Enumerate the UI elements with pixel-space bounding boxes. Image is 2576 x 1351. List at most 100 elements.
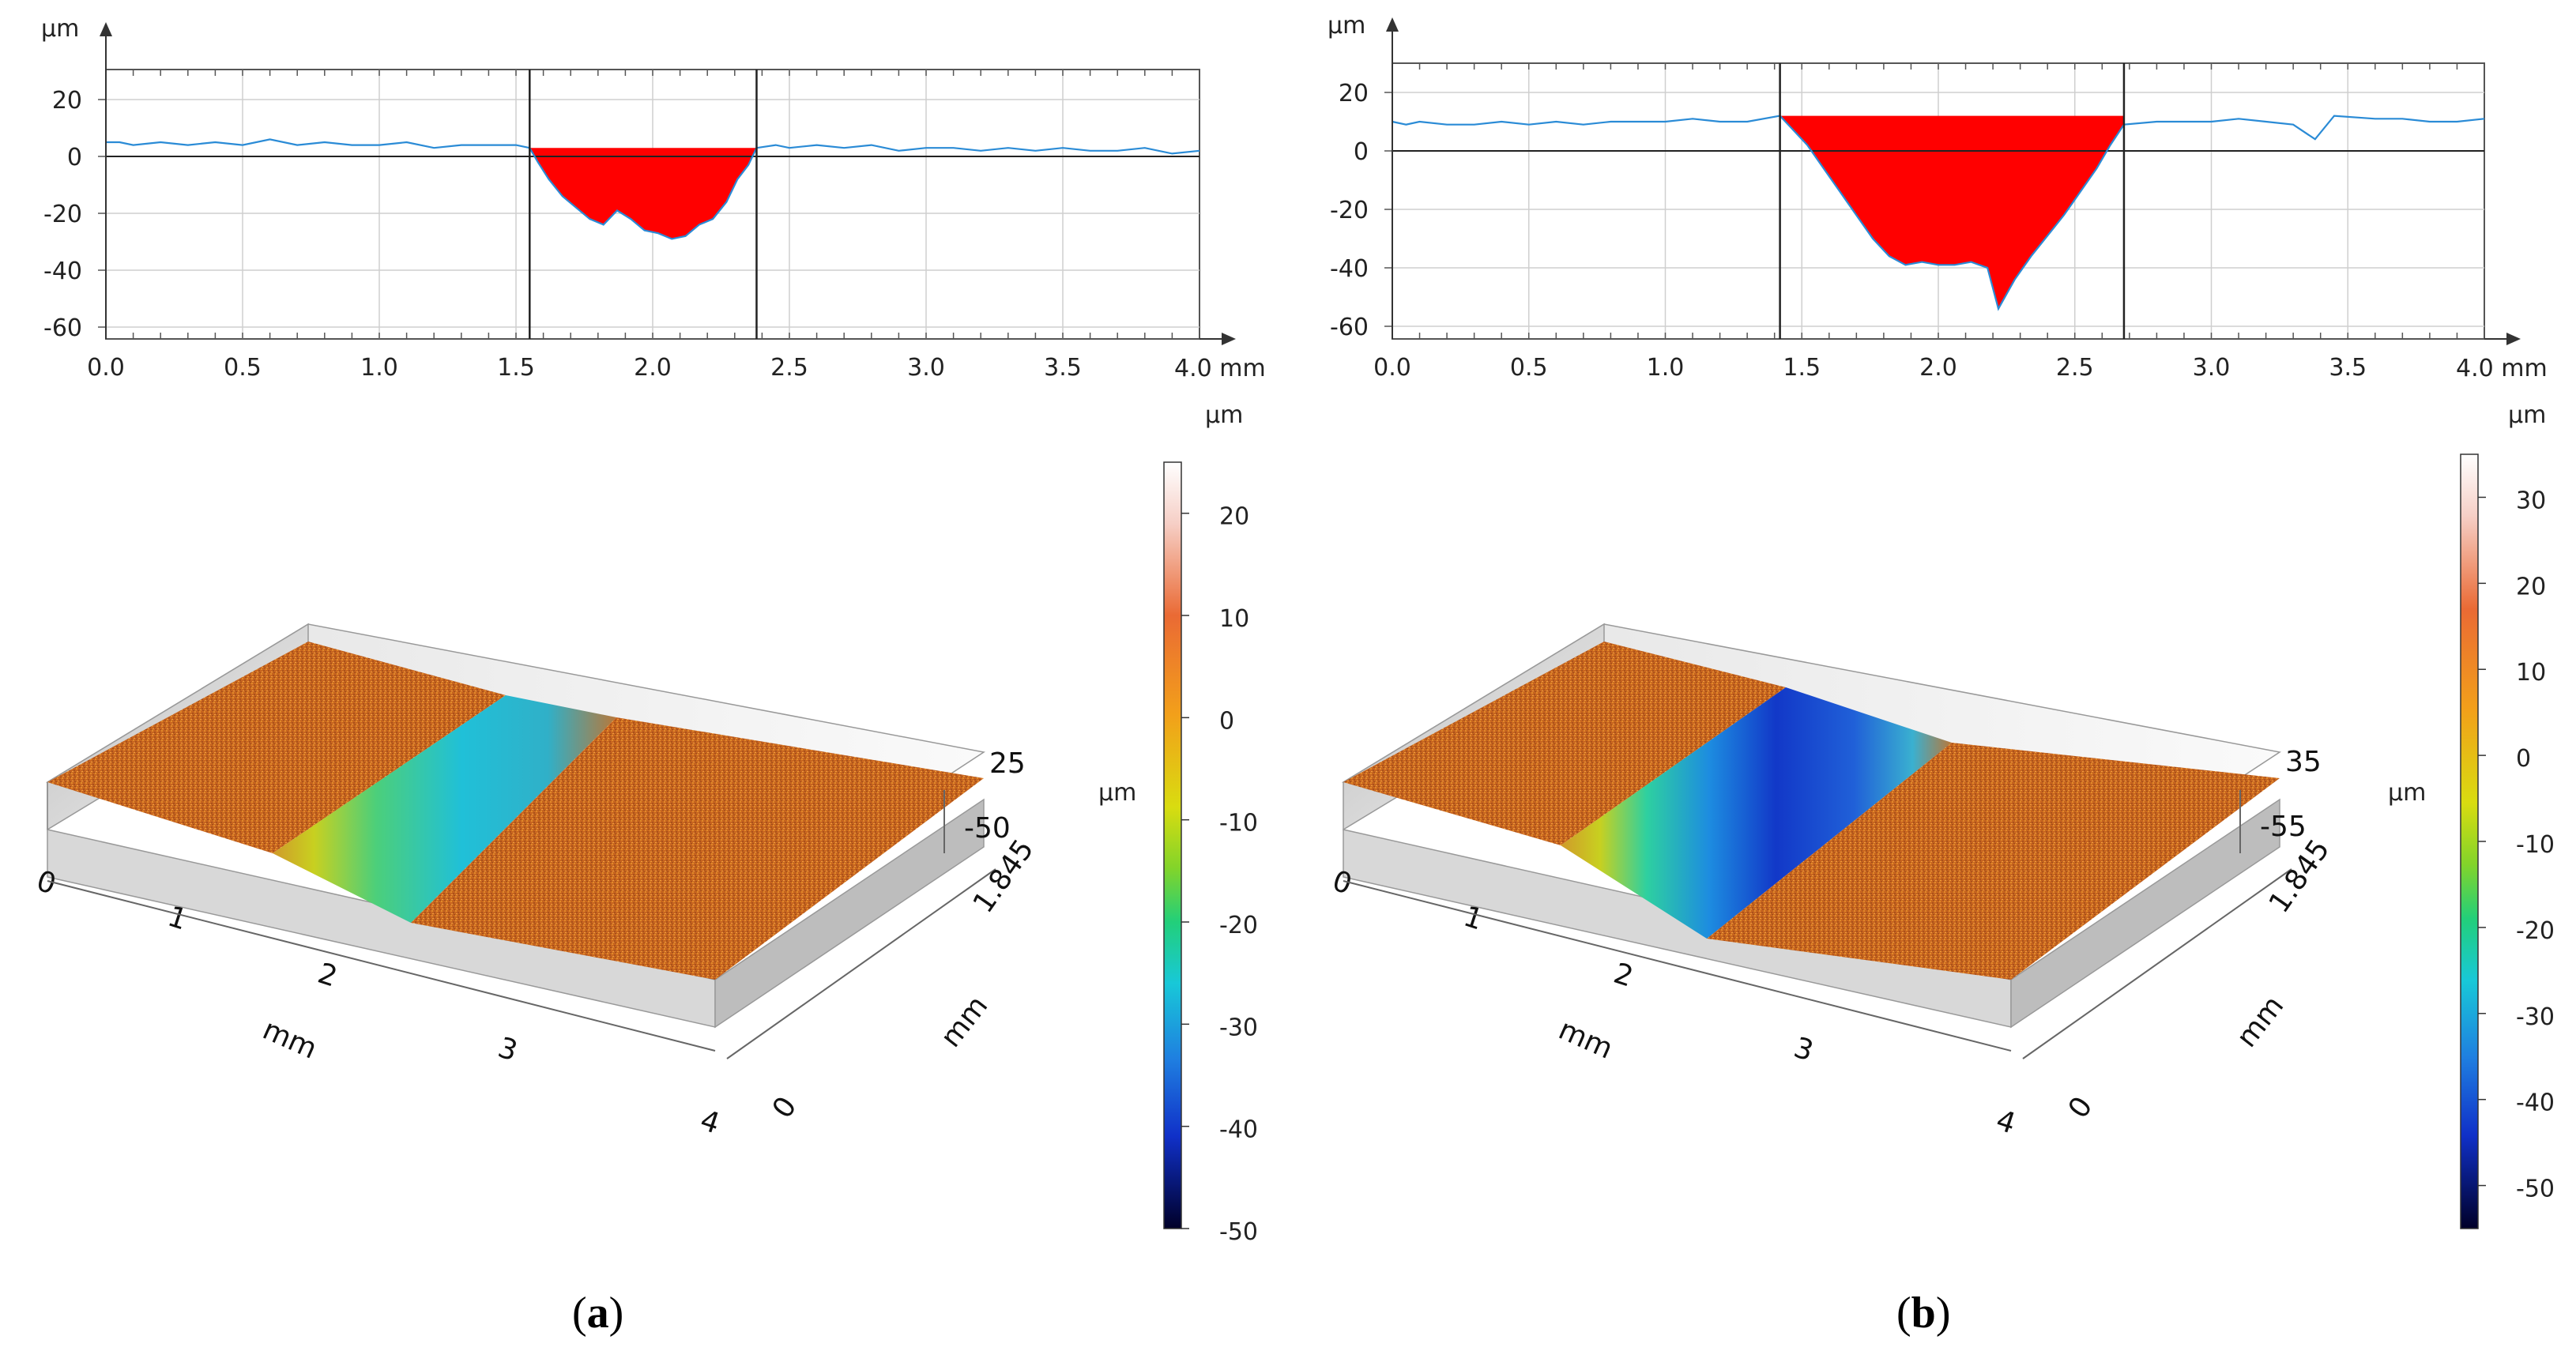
y-tick-label: -20 (1330, 197, 1369, 224)
surface-y-axis-line (2022, 868, 2292, 1059)
surface-x-unit: mm (1554, 1014, 1618, 1066)
colorbar-tick-label: 20 (2516, 573, 2546, 600)
x-tick-label: 3.5 (2329, 354, 2367, 382)
surface-y-tick-0: 0 (766, 1091, 804, 1124)
y-tick-label: 0 (1354, 138, 1369, 166)
surface-left-plateau (1343, 642, 1786, 845)
y-tick-label: 20 (1339, 80, 1369, 107)
x-tick-labels: 0.0 0.5 1.0 1.5 2.0 2.5 3.0 3.5 (1373, 354, 2367, 382)
colorbar-gradient (2460, 453, 2479, 1229)
y-tick-label: -40 (43, 258, 82, 285)
y-axis-unit: µm (1328, 12, 1365, 40)
profile-gridlines (1392, 63, 2484, 339)
colorbar-unit-side: µm (1098, 779, 1136, 807)
x-tick-label: 3.0 (2193, 354, 2231, 382)
colorbar-ticks: 30 20 10 0 -10 -20 -30 -40 -50 (2478, 487, 2555, 1203)
surface-groove (1561, 687, 1952, 939)
x-tick-label: 1.5 (1783, 354, 1821, 382)
surface-x-tick-3: 3 (494, 1032, 521, 1068)
y-axis-arrow (1386, 17, 1399, 32)
y-axis-unit: µm (41, 15, 79, 43)
x-tick-label: 2.0 (634, 354, 672, 382)
colorbar-a: µm µm 20 10 0 -10 -20 -30 -40 -50 (1098, 401, 1258, 1246)
x-tick-label: 0.0 (1373, 354, 1411, 382)
surface-right-plateau (411, 717, 984, 980)
panel-b: 0.0 0.5 1.0 1.5 2.0 2.5 3.0 3.5 200-20-40-60 µm… (1328, 12, 2555, 1338)
y-tick-label: -60 (1330, 314, 1369, 341)
surface-x-tick-4: 4 (696, 1105, 723, 1141)
surface-x-tick-3: 3 (1790, 1032, 1817, 1068)
surface-x-axis-line (47, 880, 716, 1052)
colorbar-tick-label: -10 (2516, 831, 2555, 859)
x-tick-label: 3.5 (1044, 354, 1082, 382)
surface-x-tick-4: 4 (1992, 1105, 2019, 1141)
x-tick-label: 1.0 (1647, 354, 1685, 382)
caption-letter-a: a (587, 1289, 609, 1338)
profile-chart-b: 0.0 0.5 1.0 1.5 2.0 2.5 3.0 3.5 20 0 -20 -40 -60 µm… (1328, 12, 2548, 382)
colorbar-tick-label: -50 (2516, 1176, 2555, 1203)
profile-chart-a: 0.0 0.5 1.0 1.5 2.0 2.5 3.0 3.5 20 0 -20 -40 -60 µm… (41, 15, 1266, 382)
y-tick-label: 0 (67, 144, 82, 171)
surface-x-tick-2: 2 (314, 958, 341, 994)
colorbar-tick-label: -10 (1219, 810, 1258, 837)
surface-x-unit: mm (258, 1014, 322, 1066)
colorbar-tick-label: -50 (1219, 1218, 1258, 1246)
colorbar-gradient (1163, 461, 1182, 1229)
surface-x-tick-1: 1 (164, 901, 190, 937)
surface-3d-a: 0 1 2 3 4 mm 0 1.845 mm 25 -50 (32, 623, 1040, 1141)
surface-z-tick-top: 25 (989, 747, 1026, 780)
surface-y-unit: mm (2231, 990, 2290, 1054)
y-tick-label: -60 (43, 314, 82, 342)
y-tick-labels: 20 0 -20 -40 -60 (43, 87, 82, 342)
x-tick-label: 2.5 (2056, 354, 2094, 382)
surface-z-tick-bottom: -55 (2260, 811, 2307, 843)
surface-left-plateau (47, 642, 506, 853)
y-tick-label: -20 (43, 201, 82, 228)
surface-z-tick-top: 35 (2285, 746, 2322, 778)
y-axis-arrow (100, 22, 112, 36)
x-axis-arrow (2506, 333, 2521, 345)
x-tick-labels: 0.0 0.5 1.0 1.5 2.0 2.5 3.0 3.5 (87, 354, 1082, 382)
colorbar-tick-label: -20 (1219, 912, 1258, 939)
surface-right-wall (2010, 798, 2280, 1029)
colorbar-unit-side: µm (2388, 779, 2426, 807)
caption-letter-b: b (1911, 1289, 1936, 1338)
colorbar-unit-top: µm (2508, 401, 2546, 429)
x-axis-end-label: 4.0 mm (1174, 355, 1266, 382)
profile-series-line (106, 138, 1200, 240)
colorbar-tick-label: -40 (2516, 1089, 2555, 1117)
panel-caption-a: (a) (572, 1289, 623, 1338)
panel-a: 0.0 0.5 1.0 1.5 2.0 2.5 3.0 3.5 200-20-40-60 µm… (32, 15, 1265, 1338)
colorbar-tick-label: -40 (1219, 1116, 1258, 1144)
removed-area-fill (1779, 115, 2124, 309)
colorbar-tick-label: 20 (1219, 503, 1249, 531)
y-tick-labels: 20 0 -20 -40 -60 (1330, 80, 1369, 341)
colorbar-tick-label: -30 (1219, 1014, 1258, 1041)
x-tick-label: 3.0 (907, 354, 945, 382)
colorbar-tick-label: 0 (2516, 745, 2531, 773)
x-tick-label: 0.0 (87, 354, 125, 382)
y-tick-label: -40 (1330, 255, 1369, 283)
x-tick-label: 1.5 (497, 354, 535, 382)
colorbar-tick-label: -20 (2516, 917, 2555, 945)
colorbar-ticks: 20 10 0 -10 -20 -30 -40 -50 (1181, 503, 1258, 1246)
colorbar-unit-top: µm (1205, 401, 1243, 429)
x-tick-label: 0.5 (224, 354, 262, 382)
surface-z-tick-bottom: -50 (964, 812, 1011, 845)
x-axis-end-label: 4.0 mm (2456, 355, 2548, 382)
profile-ticks (1384, 63, 2485, 339)
profile-series-line (1392, 115, 2485, 311)
surface-y-tick-0: 0 (2062, 1091, 2100, 1124)
x-tick-label: 2.0 (1919, 354, 1957, 382)
surface-x-tick-2: 2 (1610, 958, 1636, 994)
colorbar-tick-label: 10 (2516, 659, 2546, 687)
surface-right-plateau (1707, 743, 2280, 980)
surface-x-axis-line (1343, 880, 2012, 1052)
panel-caption-b: (b) (1896, 1289, 1950, 1338)
y-tick-label: 20 (52, 87, 82, 115)
colorbar-b: µm µm 30 20 10 0 -10 -20 -30 -40 -50 (2388, 401, 2555, 1229)
colorbar-tick-label: 0 (1219, 707, 1234, 735)
surface-y-unit: mm (935, 990, 994, 1054)
profile-ticks (98, 70, 1200, 339)
